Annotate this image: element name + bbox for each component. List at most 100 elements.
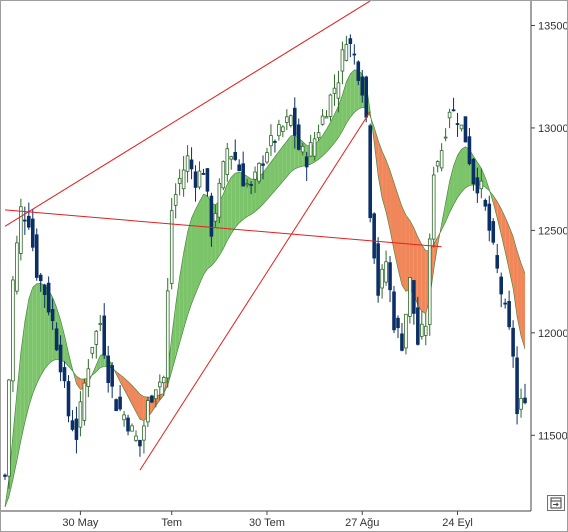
candle-body: [372, 213, 376, 259]
candle-body: [94, 330, 99, 345]
candle-series: [3, 34, 527, 489]
candle-body: [368, 125, 372, 219]
ribbon-segment: [36, 283, 41, 384]
candle-body: [499, 276, 503, 295]
ribbon-segment: [521, 263, 526, 349]
ribbon-segment: [191, 209, 196, 304]
candle-body: [253, 171, 257, 180]
candle-body: [376, 243, 380, 296]
ribbon-segment: [20, 321, 25, 441]
ribbon-segment: [40, 283, 45, 376]
ribbon-segment: [270, 156, 275, 196]
candle-body: [336, 82, 341, 99]
ribbon-segment: [457, 149, 462, 198]
candle-body: [364, 76, 369, 118]
candle-body: [146, 400, 150, 423]
candle-body: [189, 159, 194, 170]
candle-body: [158, 381, 162, 388]
candle-body: [161, 376, 166, 384]
ribbon-segment: [120, 374, 125, 390]
ribbon-segment: [64, 335, 69, 367]
candle-body: [58, 344, 63, 373]
ribbon-segment: [513, 236, 518, 317]
candle-body: [169, 210, 174, 284]
candle-body: [102, 315, 107, 356]
candle-body: [416, 307, 420, 345]
candle-body: [209, 195, 214, 237]
candle-body: [213, 213, 218, 222]
candle-body: [459, 124, 464, 130]
candle-body: [201, 173, 206, 175]
ribbon-segment: [318, 135, 323, 160]
trend-line: [4, 209, 442, 248]
candle-body: [483, 199, 488, 207]
ribbon-segment: [8, 434, 13, 497]
candle-body: [281, 126, 285, 132]
candle-body: [126, 417, 130, 432]
candle-body: [42, 284, 47, 295]
ribbon-segment: [259, 172, 264, 209]
trend-lines: [4, 1, 442, 471]
ribbon-segment: [203, 194, 208, 275]
y-tick-label: 11500: [538, 430, 567, 442]
candle-body: [38, 274, 43, 282]
export-button[interactable]: [547, 495, 565, 511]
candle-body: [78, 401, 83, 428]
ribbon-segment: [286, 135, 291, 177]
ribbon-segment: [421, 244, 426, 314]
ribbon-segment: [322, 129, 327, 157]
ribbon-segment: [247, 176, 252, 217]
candle-body: [7, 379, 11, 477]
ribbon-segment: [16, 352, 21, 461]
ribbon-segment: [346, 73, 351, 124]
candle-body: [412, 280, 416, 314]
candle-body: [356, 61, 361, 81]
candle-body: [205, 168, 210, 192]
ribbon-segment: [342, 81, 347, 132]
axes: [1, 1, 532, 512]
ribbon-slow-line: [4, 107, 526, 508]
candle-body: [154, 389, 158, 400]
candle-body: [50, 309, 55, 322]
candle-body: [320, 115, 325, 125]
ribbon-segment: [195, 201, 200, 294]
candle-body: [165, 290, 170, 379]
x-tick-label: 24 Eyl: [442, 517, 473, 529]
candle-body: [396, 317, 400, 329]
ribbon-segment: [255, 176, 260, 212]
ribbon-segment: [263, 167, 267, 205]
candle-body: [471, 158, 476, 185]
x-tick-label: Tem: [161, 517, 182, 529]
trend-line: [4, 1, 371, 227]
ribbon-segment: [290, 135, 295, 173]
ribbon-segment: [231, 173, 236, 234]
candle-body: [479, 180, 484, 190]
ribbon-segment: [128, 381, 133, 405]
candle-body: [66, 381, 71, 417]
candle-body: [463, 116, 468, 143]
candle-body: [138, 439, 142, 447]
ribbon-segment: [493, 195, 498, 219]
candle-body: [74, 418, 79, 440]
candle-body: [86, 368, 91, 387]
candle-body: [289, 115, 293, 126]
y-tick-label: 13500: [538, 20, 567, 32]
ribbon-segment: [187, 218, 192, 316]
ribbon-segment: [76, 376, 81, 390]
ribbon-segment: [100, 353, 105, 368]
candle-body: [269, 135, 273, 147]
candle-body: [515, 357, 519, 415]
candle-body: [118, 396, 122, 410]
candle-body: [431, 174, 436, 240]
candle-body: [233, 151, 238, 160]
ribbon-segment: [24, 299, 29, 423]
ribbon-segment: [453, 155, 458, 205]
candle-body: [304, 156, 309, 168]
ribbon-fast-line: [4, 69, 526, 508]
ribbon-segment: [338, 94, 343, 138]
x-tick-label: 30 May: [62, 517, 99, 529]
candle-body: [392, 291, 396, 331]
candle-body: [181, 169, 186, 190]
